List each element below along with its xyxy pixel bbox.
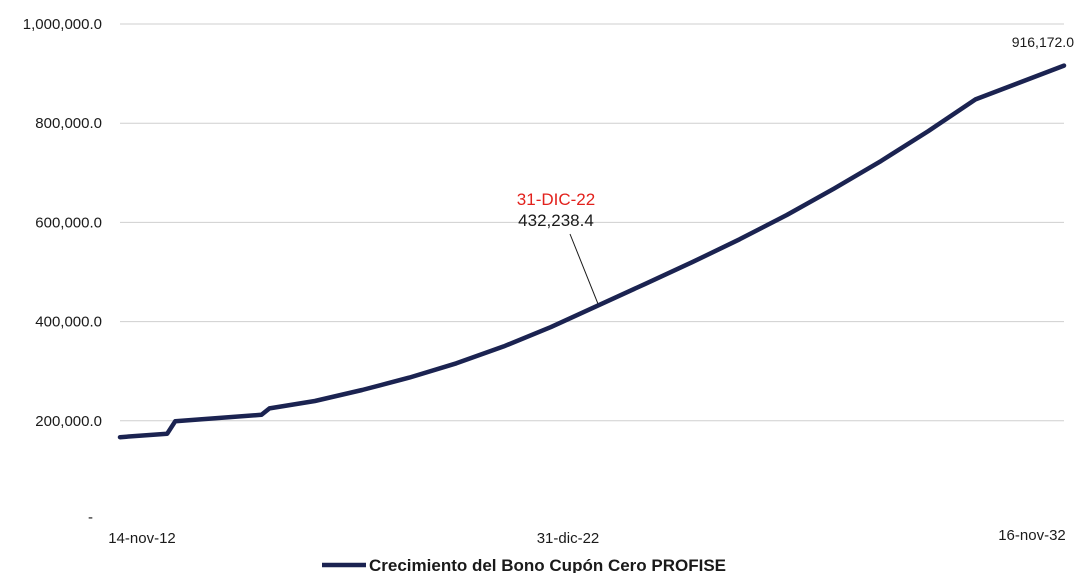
y-tick-label: 600,000.0 xyxy=(35,214,102,231)
x-tick-label: 14-nov-12 xyxy=(108,530,176,547)
x-tick-label: 31-dic-22 xyxy=(537,530,600,547)
annotation-layer: 31-DIC-22 432,238.4 916,172.0 xyxy=(517,34,1074,304)
x-axis-tick-labels: 14-nov-12 31-dic-22 16-nov-32 xyxy=(108,527,1066,547)
y-tick-label: 200,000.0 xyxy=(35,413,102,430)
y-tick-label: - xyxy=(88,509,93,526)
y-tick-label: 1,000,000.0 xyxy=(23,16,102,33)
series-line xyxy=(117,63,1067,440)
legend: Crecimiento del Bono Cupón Cero PROFISE xyxy=(322,556,726,573)
legend-label: Crecimiento del Bono Cupón Cero PROFISE xyxy=(369,556,726,573)
y-tick-label: 800,000.0 xyxy=(35,115,102,132)
series-layer xyxy=(117,63,1067,440)
annotation-value-label: 432,238.4 xyxy=(518,211,594,230)
annotation-leader-line xyxy=(569,233,599,304)
end-value-label: 916,172.0 xyxy=(1012,34,1074,50)
x-tick-label: 16-nov-32 xyxy=(998,527,1066,544)
annotation-date-label: 31-DIC-22 xyxy=(517,190,595,209)
y-tick-label: 400,000.0 xyxy=(35,314,102,331)
grid-lines xyxy=(120,23,1064,422)
y-axis-tick-labels: - 200,000.0 400,000.0 600,000.0 800,000.0 1,0… xyxy=(23,16,102,526)
